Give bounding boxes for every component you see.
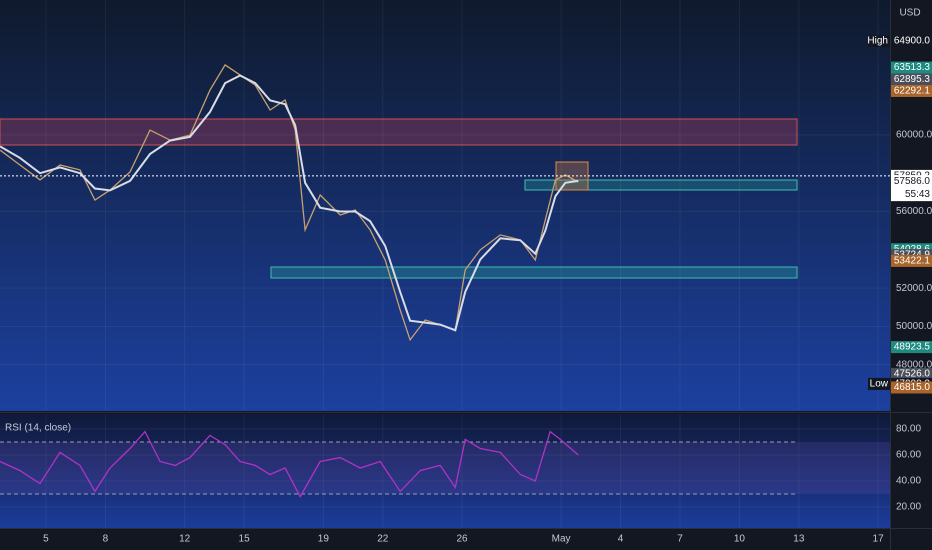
- price-label: [891, 341, 932, 354]
- series-line: [0, 63, 579, 342]
- price-label: [891, 84, 932, 97]
- price-label: [891, 367, 932, 380]
- x-tick-label: 13: [793, 534, 805, 545]
- x-tick-label: 22: [377, 534, 389, 545]
- price-label-text: 63513.3: [894, 62, 931, 73]
- price-tag: High: [867, 36, 888, 47]
- resistance-zone: [0, 118, 798, 146]
- support-zone: [524, 179, 798, 191]
- countdown: 55:43: [905, 189, 930, 200]
- price-label-text: 46815.0: [894, 382, 931, 393]
- y-tick-label: 40.00: [896, 476, 921, 487]
- y-tick-label: 50000.0: [896, 321, 932, 332]
- currency: USD: [899, 8, 920, 19]
- price-label-text: 62895.3: [894, 74, 931, 85]
- price-label: [891, 73, 932, 86]
- price-label: [891, 175, 932, 202]
- y-tick-label: 52000.0: [896, 283, 932, 294]
- tag-box: [868, 377, 890, 390]
- x-tick-label: 12: [179, 534, 191, 545]
- price-label: [891, 35, 932, 47]
- price-label-text: 62292.1: [894, 86, 931, 97]
- x-tick-label: 5: [43, 534, 49, 545]
- rsi-pane: [0, 414, 890, 528]
- price-tag: Low: [870, 379, 889, 390]
- price-label-text: 53422.1: [894, 256, 931, 267]
- x-tick-label: 15: [239, 534, 251, 545]
- price-label: [891, 61, 932, 74]
- price-label-text: 57586.0: [894, 176, 931, 187]
- x-tick-label: 19: [318, 534, 330, 545]
- y-tick-label: 80.00: [896, 424, 921, 435]
- price-label-text: 47526.0: [894, 369, 931, 380]
- rsi-band: [0, 442, 890, 494]
- x-tick-label: 4: [618, 534, 624, 545]
- x-tick-label: 17: [873, 534, 885, 545]
- x-tick-label: 7: [677, 534, 683, 545]
- y-tick-label: 20.00: [896, 502, 921, 513]
- price-label-text: 48923.5: [894, 342, 931, 353]
- y-tick-label: 56000.0: [896, 206, 932, 217]
- x-tick-label: 10: [734, 534, 746, 545]
- x-tick-label: May: [552, 534, 571, 545]
- price-label-text: 64900.0: [894, 36, 931, 47]
- y-tick-label: 60000.0: [896, 130, 932, 141]
- price-pane: [0, 0, 890, 411]
- price-label: [891, 254, 932, 267]
- series-line: [0, 74, 579, 332]
- price-label: [891, 381, 932, 394]
- x-tick-label: 26: [456, 534, 468, 545]
- y-tick-label: 48000.0: [896, 359, 932, 370]
- support-zone: [270, 266, 798, 279]
- rsi-title: RSI (14, close): [5, 423, 71, 434]
- y-tick-label: 60.00: [896, 450, 921, 461]
- tag-box: [868, 35, 890, 47]
- series-line: [0, 430, 579, 498]
- x-tick-label: 8: [103, 534, 109, 545]
